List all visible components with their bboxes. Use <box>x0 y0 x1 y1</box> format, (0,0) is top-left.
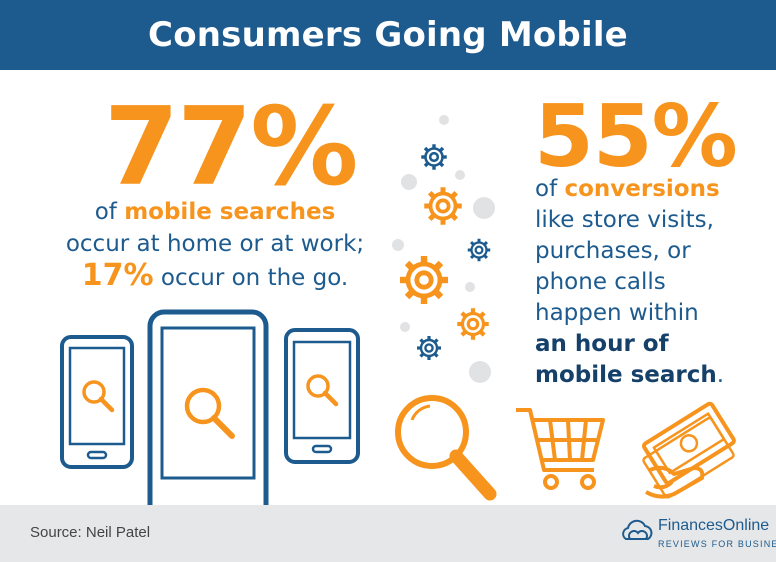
left-line-3-rest: occur on the go. <box>153 265 349 291</box>
shopping-cart-icon <box>516 408 605 490</box>
magnifier-icon <box>82 380 115 413</box>
mobile-searches-highlight: mobile searches <box>124 199 336 225</box>
stat-77-percent: 77% <box>104 85 359 210</box>
right-line-3: purchases, or <box>535 238 691 264</box>
gear-icon <box>424 187 462 225</box>
gear-icon <box>400 256 448 304</box>
brand-name: FinancesOnline <box>658 517 770 534</box>
page-title: Consumers Going Mobile <box>148 15 628 55</box>
magnifier-icon <box>184 387 235 439</box>
left-line-1-prefix: of <box>94 199 125 225</box>
gear-icon <box>466 237 492 263</box>
brand-tagline: REVIEWS FOR BUSINESS <box>658 539 776 549</box>
smartphone-icon <box>284 328 360 464</box>
magnifier-icon <box>395 395 497 501</box>
stat-17-percent: 17% <box>81 258 154 293</box>
magnifier-icon <box>306 374 339 407</box>
conversions-highlight: conversions <box>564 176 720 202</box>
right-line-4: phone calls <box>535 269 666 295</box>
source-credit: Source: Neil Patel <box>30 524 151 541</box>
right-line-6: an hour of <box>535 331 669 357</box>
right-line-1-prefix: of <box>535 176 565 202</box>
right-line-1: of conversions <box>535 174 770 205</box>
right-line-7-end: . <box>716 362 725 388</box>
illustration-layer <box>60 115 736 505</box>
gear-icon <box>415 334 443 362</box>
right-line-2: like store visits, <box>535 207 714 233</box>
money-hand-icon <box>641 401 736 499</box>
left-stat-description: of mobile searches occur at home or at w… <box>30 196 400 294</box>
gear-icon <box>457 308 489 340</box>
mobile-search-bold: mobile search <box>535 362 717 388</box>
gear-icon <box>419 142 449 172</box>
smartphone-icon <box>60 335 134 469</box>
left-line-2: occur at home or at work; <box>65 231 365 257</box>
decorative-dots <box>392 115 495 383</box>
smartphone-icon <box>147 309 269 505</box>
footer-bar: Source: Neil Patel FinancesOnline REVIEW… <box>0 505 776 562</box>
stat-55-percent: 55% <box>534 87 738 187</box>
left-line-3: 17% occur on the go. <box>30 260 400 294</box>
right-line-5: happen within <box>535 300 699 326</box>
right-stat-description: of conversions like store visits, purcha… <box>535 174 770 391</box>
right-line-7: mobile search. <box>535 360 770 391</box>
cloud-logo-icon <box>622 519 653 540</box>
header-banner: Consumers Going Mobile <box>0 0 776 70</box>
left-line-1: of mobile searches <box>30 196 400 228</box>
